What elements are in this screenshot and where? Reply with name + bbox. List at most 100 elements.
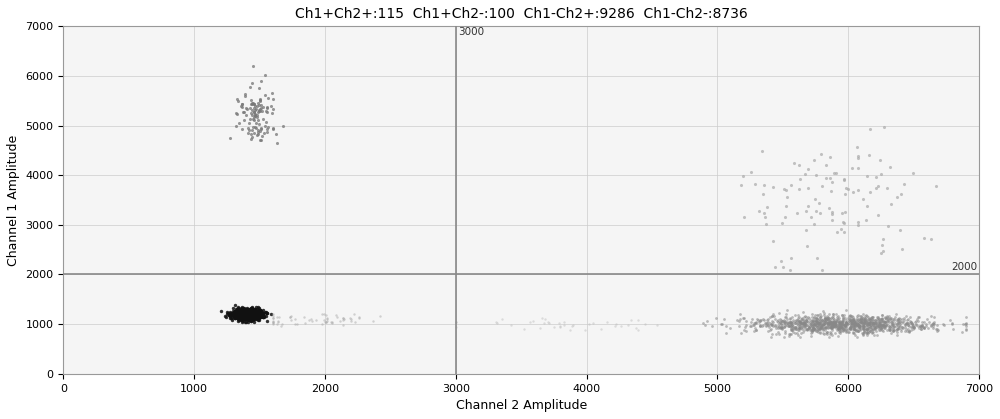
Point	[894, 316, 910, 323]
Point	[878, 322, 894, 328]
Point	[237, 313, 253, 320]
Point	[856, 329, 872, 336]
Point	[249, 306, 265, 313]
Point	[269, 321, 285, 327]
Point	[838, 326, 854, 333]
Point	[813, 318, 829, 325]
Point	[241, 311, 257, 318]
Point	[778, 187, 794, 194]
Point	[243, 305, 259, 311]
Point	[804, 313, 820, 320]
Point	[845, 316, 861, 323]
Point	[243, 97, 259, 103]
Point	[245, 310, 261, 317]
Point	[822, 330, 838, 337]
Point	[257, 91, 273, 98]
Point	[799, 318, 815, 324]
Point	[805, 327, 821, 334]
Point	[834, 319, 850, 326]
Point	[822, 318, 838, 325]
Point	[243, 318, 259, 324]
Point	[242, 105, 258, 111]
Point	[868, 321, 884, 328]
Point	[242, 308, 258, 315]
Point	[242, 315, 258, 322]
Point	[813, 323, 829, 330]
Point	[250, 308, 266, 315]
Point	[233, 307, 249, 313]
Point	[234, 311, 250, 318]
Point	[835, 314, 851, 321]
Point	[227, 315, 243, 321]
Point	[238, 309, 254, 316]
Point	[231, 313, 247, 320]
Point	[246, 310, 262, 316]
Point	[236, 116, 252, 123]
Point	[259, 318, 275, 324]
Point	[263, 103, 279, 110]
Point	[957, 321, 973, 328]
Point	[250, 131, 266, 137]
Point	[234, 104, 250, 111]
Point	[912, 322, 928, 329]
Point	[317, 319, 333, 326]
Point	[841, 316, 857, 323]
Point	[750, 316, 766, 323]
Point	[824, 324, 840, 331]
Point	[878, 314, 894, 321]
Point	[865, 320, 881, 327]
Point	[871, 327, 887, 334]
Point	[805, 325, 821, 331]
Point	[749, 316, 765, 323]
Point	[244, 312, 260, 318]
Point	[872, 320, 888, 327]
Point	[245, 116, 261, 122]
Point	[607, 323, 623, 330]
Point	[817, 316, 833, 322]
Point	[243, 306, 259, 313]
Point	[863, 322, 879, 328]
Point	[802, 317, 818, 324]
Point	[837, 322, 853, 328]
Point	[239, 312, 255, 319]
Point	[858, 330, 874, 336]
Point	[828, 310, 844, 317]
Point	[235, 307, 251, 314]
Point	[848, 317, 864, 324]
Point	[854, 317, 870, 323]
Point	[885, 327, 901, 334]
Point	[238, 310, 254, 317]
Point	[238, 311, 254, 318]
Point	[858, 216, 874, 223]
Point	[764, 317, 780, 324]
Point	[234, 307, 250, 314]
Point	[824, 318, 840, 325]
Point	[846, 316, 862, 322]
Point	[240, 310, 256, 317]
Point	[835, 315, 851, 322]
Point	[253, 313, 269, 320]
Point	[239, 311, 255, 318]
Point	[732, 310, 748, 317]
Point	[231, 311, 247, 318]
Point	[844, 320, 860, 327]
Point	[883, 316, 899, 323]
Point	[828, 170, 844, 176]
Point	[758, 319, 774, 326]
Point	[826, 319, 842, 326]
Point	[245, 312, 261, 318]
Point	[234, 309, 250, 316]
Point	[873, 249, 889, 256]
Point	[905, 170, 921, 176]
Point	[233, 308, 249, 315]
Point	[827, 318, 843, 325]
Point	[239, 308, 255, 315]
Point	[244, 315, 260, 322]
Point	[824, 323, 840, 329]
Point	[767, 323, 783, 330]
Point	[861, 321, 877, 327]
Point	[240, 307, 256, 314]
Point	[250, 310, 266, 317]
Point	[232, 310, 248, 316]
Point	[234, 313, 250, 320]
